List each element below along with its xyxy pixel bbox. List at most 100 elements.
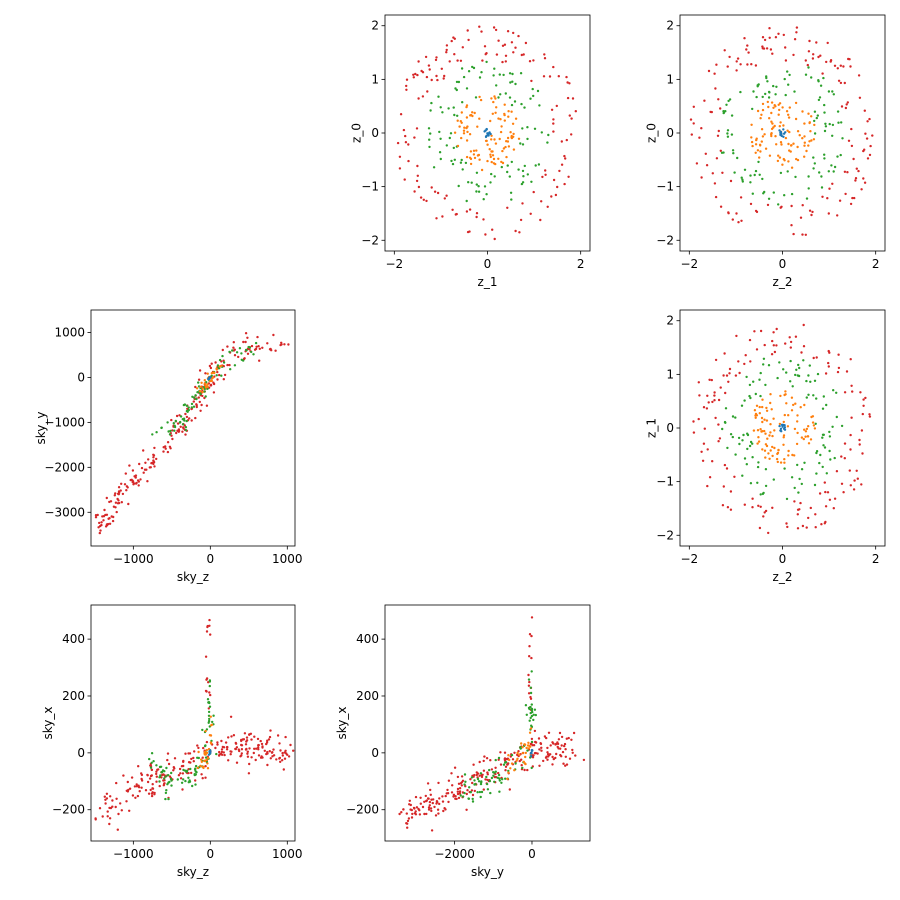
scatter-point [405, 78, 409, 81]
scatter-point [163, 782, 166, 785]
scatter-point [147, 458, 150, 461]
scatter-point [468, 156, 472, 159]
scatter-point [261, 346, 264, 349]
scatter-point [465, 104, 469, 107]
scatter-point [111, 805, 114, 808]
scatter-point [807, 374, 810, 377]
scatter-point [795, 368, 798, 371]
scatter-point [152, 456, 155, 459]
scatter-point [565, 737, 568, 740]
scatter-point [807, 442, 811, 445]
scatter-point [126, 780, 129, 784]
scatter-point [790, 192, 794, 196]
scatter-point [197, 381, 200, 384]
scatter-point [485, 782, 489, 786]
scatter-point [111, 799, 114, 802]
scatter-point [544, 756, 548, 759]
scatter-point [471, 781, 474, 785]
scatter-point [801, 137, 804, 140]
scatter-point [560, 744, 563, 747]
scatter-point [554, 193, 558, 197]
scatter-point [803, 155, 806, 158]
scatter-point [425, 75, 429, 79]
scatter-point [750, 62, 753, 66]
scatter-point [812, 356, 815, 360]
scatter-point [824, 122, 827, 126]
scatter-point [850, 127, 853, 131]
scatter-point [209, 741, 213, 744]
scatter-point [778, 156, 782, 159]
scatter-point [530, 724, 533, 727]
scatter-point [749, 360, 752, 363]
scatter-point [542, 759, 545, 763]
scatter-point [497, 117, 500, 120]
scatter-point [755, 404, 759, 407]
scatter-point [474, 96, 478, 99]
y-tick-label: 0 [666, 421, 674, 435]
scatter-point [717, 98, 720, 101]
scatter-point [784, 342, 787, 345]
scatter-point [758, 378, 761, 381]
scatter-point [490, 97, 493, 100]
scatter-point [775, 344, 778, 347]
scatter-point [442, 77, 445, 80]
scatter-point [476, 777, 480, 781]
scatter-point [781, 106, 784, 109]
scatter-point [258, 347, 261, 350]
scatter-point [779, 141, 783, 144]
scatter-point [429, 788, 432, 792]
scatter-point [227, 759, 230, 762]
y-tick-label: 0 [666, 126, 674, 140]
scatter-point [221, 348, 224, 352]
scatter-point [714, 416, 717, 420]
scatter-point [538, 764, 541, 767]
scatter-point [203, 390, 206, 393]
scatter-point [781, 163, 784, 166]
scatter-point [208, 705, 212, 708]
scatter-point [98, 521, 101, 525]
scatter-point [828, 122, 831, 126]
scatter-point [745, 48, 748, 51]
scatter-point [204, 756, 208, 759]
scatter-point [737, 221, 740, 224]
scatter-point [194, 416, 197, 420]
scatter-point [526, 744, 530, 747]
scatter-point [456, 787, 460, 791]
scatter-point [224, 741, 228, 744]
scatter-point [761, 108, 765, 112]
scatter-point [771, 52, 774, 55]
y-axis-label: z_1 [645, 418, 659, 438]
scatter-point [714, 358, 718, 362]
scatter-point [413, 190, 416, 193]
scatter-point [537, 163, 541, 166]
scatter-point [216, 743, 219, 746]
scatter-point [528, 731, 532, 734]
y-axis-label: z_0 [645, 123, 659, 143]
scatter-point [407, 817, 411, 820]
scatter-point [140, 466, 144, 470]
scatter-point [485, 134, 488, 138]
scatter-point [543, 57, 547, 60]
scatter-point [489, 119, 492, 123]
scatter-point [526, 137, 529, 141]
scatter-point [760, 128, 764, 131]
scatter-point [472, 763, 475, 766]
scatter-point [418, 813, 422, 816]
scatter-point [164, 775, 168, 778]
scatter-point [775, 85, 778, 89]
scatter-point [441, 800, 445, 803]
scatter-point [451, 162, 455, 166]
scatter-point [704, 152, 707, 155]
scatter-point [232, 346, 235, 349]
scatter-point [529, 742, 533, 746]
scatter-point [731, 218, 734, 221]
scatter-point [756, 84, 759, 87]
scatter-point [201, 728, 204, 732]
scatter-point [711, 172, 714, 175]
scatter-point [104, 798, 107, 801]
scatter-point [205, 751, 209, 755]
scatter-point [449, 132, 453, 135]
y-tick-label: 200 [356, 689, 379, 703]
